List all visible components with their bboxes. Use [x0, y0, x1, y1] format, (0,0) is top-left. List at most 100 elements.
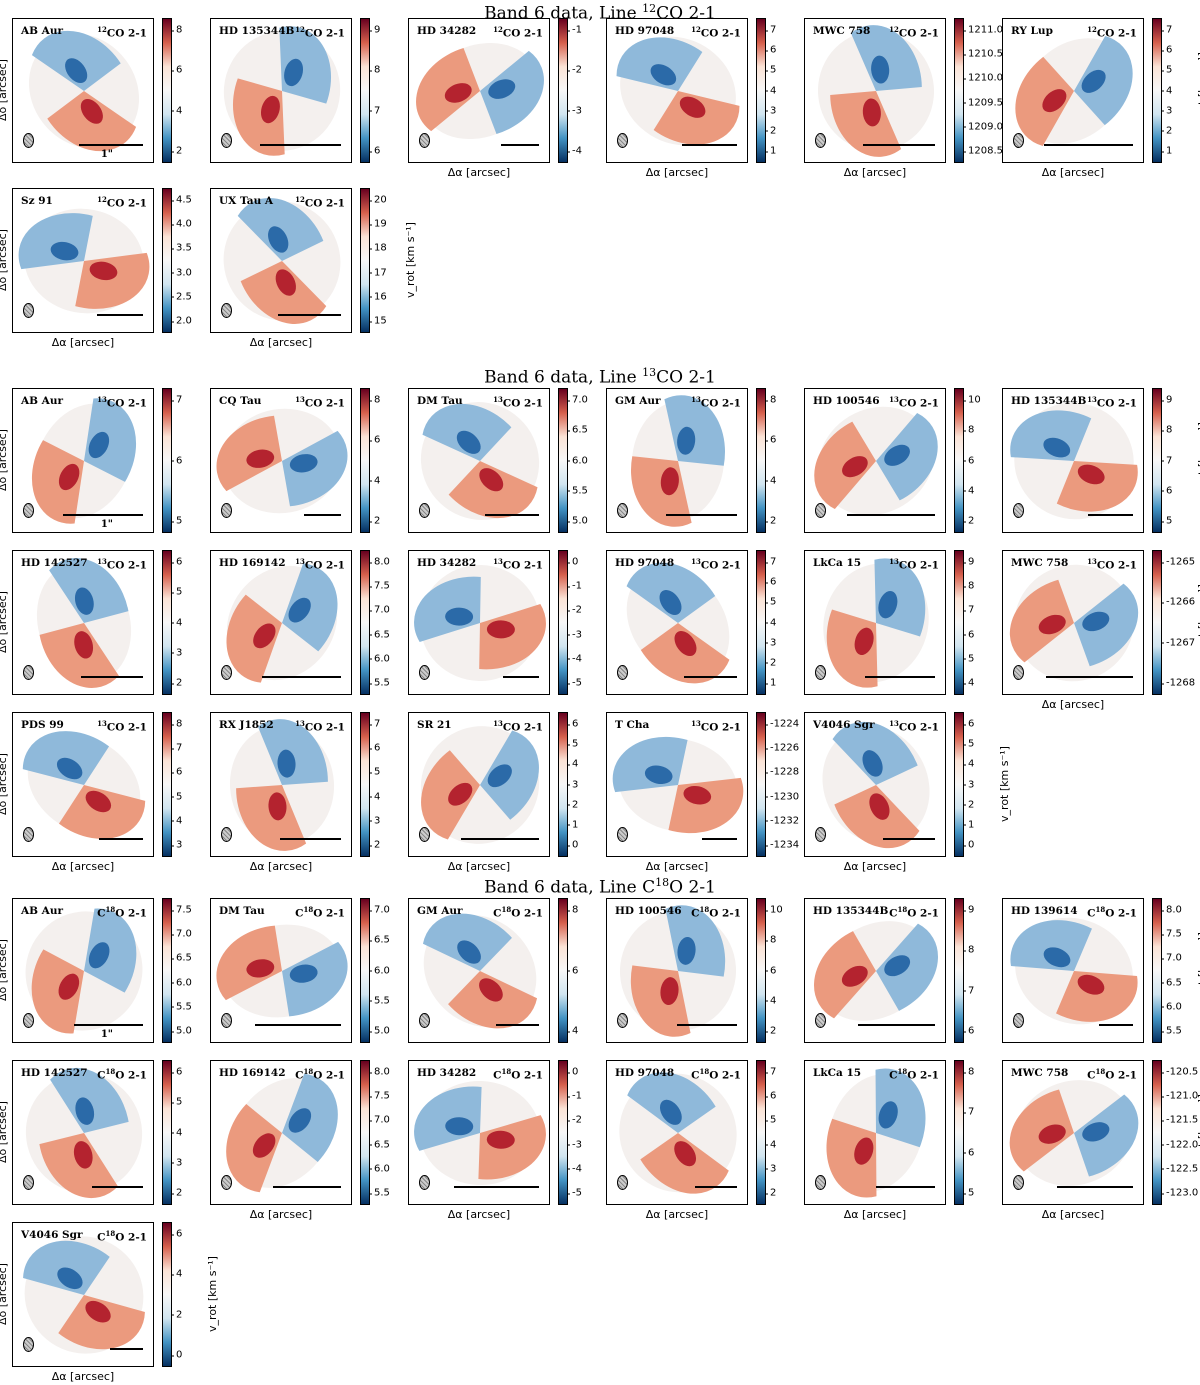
colorbar-tick-label: 9: [1160, 394, 1173, 406]
colorbar: [162, 188, 172, 333]
velocity-field: [414, 564, 546, 682]
scale-bar: [682, 144, 737, 146]
colorbar-tick-label: 6: [962, 1025, 975, 1037]
source-name: LkCa 15: [813, 557, 862, 569]
map-canvas: [226, 563, 338, 683]
blueshifted-peak: [277, 749, 296, 778]
colorbar-tick-label: 5: [962, 653, 975, 665]
line-label: C18O 2-1: [1087, 905, 1137, 920]
colorbar: [162, 18, 172, 163]
colorbar-tick-label: -1266: [1160, 596, 1196, 608]
line-transition: CO 2-1: [700, 397, 741, 410]
source-name: GM Aur: [615, 395, 661, 407]
colorbar-tick-label: 4: [566, 758, 579, 770]
colorbar-tick-label: 4: [368, 475, 381, 487]
redshifted-lobe: [39, 1133, 118, 1199]
line-transition: O 2-1: [907, 907, 939, 920]
colorbar-tick-label: 5: [566, 738, 579, 750]
map-canvas: [229, 719, 335, 851]
disk-region: [1014, 402, 1134, 520]
colorbar-label: v_rot [km s⁻¹]: [998, 746, 1011, 822]
y-axis-label: Δδ [arcsec]: [0, 59, 9, 121]
map-canvas: [25, 908, 143, 1034]
line-prefix: C: [1087, 1069, 1096, 1082]
redshifted-peak: [448, 782, 473, 806]
line-label: 12CO 2-1: [889, 25, 939, 40]
x-axis-label: Δα [arcsec]: [249, 336, 313, 349]
beam-ellipse: [23, 827, 34, 842]
colorbar-tick-label: 7: [368, 105, 381, 117]
colorbar-tick-label: 6: [170, 556, 183, 568]
y-axis-label: Δδ [arcsec]: [0, 1101, 9, 1163]
colorbar-tick-label: 16: [369, 291, 387, 303]
redshifted-peak: [1038, 614, 1066, 635]
colorbar-tick-label: 9: [962, 556, 975, 568]
map-canvas: [1015, 35, 1133, 147]
blueshifted-peak: [1043, 947, 1071, 968]
velocity-field: [616, 36, 740, 146]
blueshifted-lobe: [84, 398, 137, 482]
beam-ellipse: [1013, 665, 1024, 680]
line-isotope: 18: [303, 905, 314, 914]
source-name: V4046 Sgr: [21, 1229, 83, 1241]
blueshifted-lobe: [414, 1086, 482, 1151]
colorbar-tick-label: 7.5: [1161, 928, 1182, 940]
redshifted-peak: [854, 1137, 874, 1165]
blueshifted-peak: [57, 1267, 83, 1290]
blueshifted-peak: [677, 426, 696, 455]
line-label: C18O 2-1: [97, 1229, 147, 1244]
velocity-field: [416, 42, 544, 140]
colorbar-tick-label: 5: [170, 515, 183, 527]
map-canvas: [1009, 1080, 1139, 1186]
colorbar-tick-label: 5: [170, 586, 183, 598]
scale-bar: [262, 676, 341, 678]
colorbar-tick-label: 3: [170, 647, 183, 659]
colorbar-tick-label: -1228: [764, 766, 800, 778]
blueshifted-peak: [457, 940, 481, 964]
blueshifted-peak: [445, 607, 474, 626]
colorbar-label: v_rot [km s⁻¹]: [1196, 52, 1200, 128]
x-axis-label: Δα [arcsec]: [51, 1370, 115, 1383]
colorbar-tick-label: 8: [566, 904, 579, 916]
source-name: RX J1852: [219, 719, 274, 731]
x-axis-label: Δα [arcsec]: [51, 860, 115, 873]
line-prefix: C: [295, 1069, 304, 1082]
colorbar-tick-label: 6: [764, 434, 777, 446]
x-axis-label: Δα [arcsec]: [51, 336, 115, 349]
colorbar-tick-label: 3: [566, 779, 579, 790]
velocity-map: DM Tau C18O 2-1: [210, 898, 352, 1043]
colorbar-tick-label: 1209.0: [963, 121, 1003, 133]
colorbar-tick-label: 8: [368, 394, 381, 406]
velocity-field: [1010, 402, 1138, 520]
map-canvas: [619, 905, 737, 1037]
colorbar: [360, 388, 370, 533]
line-isotope: 13: [493, 395, 503, 404]
colorbar-label: v_rot [km s⁻¹]: [404, 222, 417, 298]
colorbar-tick-label: 2: [368, 515, 381, 527]
line-transition: CO 2-1: [304, 27, 345, 40]
line-isotope: 13: [295, 719, 305, 728]
colorbar-tick-label: 4: [170, 1268, 183, 1280]
blueshifted-peak: [487, 764, 512, 788]
velocity-map: CQ Tau 13CO 2-1: [210, 388, 352, 533]
line-label: 12CO 2-1: [295, 25, 345, 40]
velocity-map: HD 34282 C18O 2-1: [408, 1060, 550, 1205]
beam-ellipse: [221, 665, 232, 680]
source-name: MWC 758: [1011, 557, 1069, 569]
colorbar-tick-label: 15: [369, 315, 387, 327]
map-canvas: [223, 198, 341, 324]
scale-bar: [883, 838, 935, 840]
blueshifted-lobe: [50, 1067, 129, 1133]
line-isotope: 13: [493, 557, 503, 566]
line-transition: O 2-1: [313, 907, 345, 920]
line-isotope: 12: [295, 25, 305, 34]
beam-ellipse: [1013, 133, 1024, 148]
redshifted-peak: [1038, 1124, 1066, 1144]
colorbar-label: v_rot [km s⁻¹]: [1196, 1094, 1200, 1170]
colorbar-tick-label: 3: [764, 637, 777, 649]
line-label: 12CO 2-1: [493, 25, 543, 40]
velocity-map: T Cha 13CO 2-1: [606, 712, 748, 857]
scale-bar: [1046, 676, 1133, 678]
velocity-map: MWC 758 C18O 2-1: [1002, 1060, 1144, 1205]
line-isotope: 12: [691, 25, 701, 34]
